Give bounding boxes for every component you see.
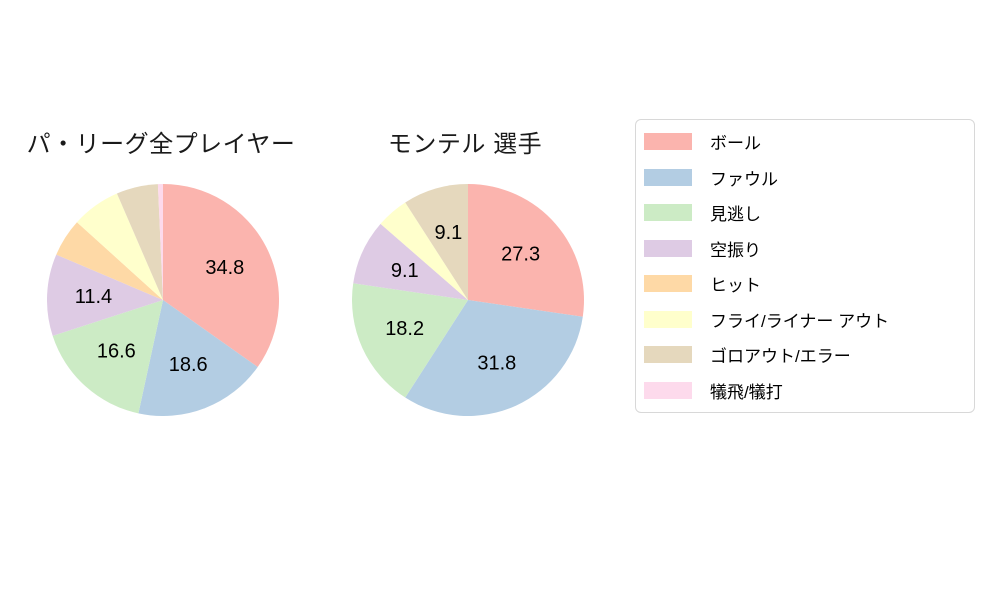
pie-slice xyxy=(56,222,163,300)
pie-slice xyxy=(76,193,163,300)
legend-item-ball: ボール xyxy=(636,124,974,160)
legend-label: ファウル xyxy=(710,169,778,189)
pie-slice xyxy=(353,223,468,300)
pie-value-label: 9.1 xyxy=(391,260,419,282)
pie-value-label: 16.6 xyxy=(97,341,136,363)
pie-slice xyxy=(380,202,468,300)
pie-slice xyxy=(157,184,163,300)
legend-label: ヒット xyxy=(710,276,761,296)
legend-item-foul: ファウル xyxy=(636,160,974,196)
legend-item-swinging-strike: 空振り xyxy=(636,231,974,267)
legend-swatch-hit xyxy=(644,275,692,293)
legend-item-called-strike: 見逃し xyxy=(636,195,974,231)
pie-slice xyxy=(405,300,583,416)
pie-value-label: 27.3 xyxy=(501,243,540,265)
legend-item-hit: ヒット xyxy=(636,266,974,302)
pie-slice xyxy=(52,300,163,414)
legend-swatch-sacrifice xyxy=(644,381,692,399)
legend-label: ボール xyxy=(710,134,761,154)
legend-swatch-fly-liner-out xyxy=(644,310,692,328)
legend-item-fly-liner-out: フライ/ライナー アウト xyxy=(636,302,974,338)
legend-label: 空振り xyxy=(710,240,761,260)
pie-value-label: 9.1 xyxy=(434,222,462,244)
pie-slice xyxy=(47,254,163,336)
pie-value-label: 18.6 xyxy=(169,354,208,376)
legend-swatch-swinging-strike xyxy=(644,239,692,257)
pie-slice xyxy=(468,184,584,317)
legend-label: ゴロアウト/エラー xyxy=(710,347,851,367)
pie-slice xyxy=(116,184,163,300)
pie-slice xyxy=(405,184,468,300)
legend-label: フライ/ライナー アウト xyxy=(710,311,890,331)
pie-value-label: 18.2 xyxy=(385,318,424,340)
pie-slice xyxy=(163,184,279,367)
legend-item-groundout-error: ゴロアウト/エラー xyxy=(636,337,974,373)
legend-swatch-groundout-error xyxy=(644,346,692,364)
pie-value-label: 34.8 xyxy=(205,257,244,279)
legend-swatch-called-strike xyxy=(644,204,692,222)
pie-chart-pa-league: 34.8 18.6 16.6 11.4 xyxy=(47,184,279,416)
pie-title-pa-league: パ・リーグ全プレイヤー xyxy=(26,131,296,158)
legend-label: 犠飛/犠打 xyxy=(710,382,783,402)
legend-item-sacrifice: 犠飛/犠打 xyxy=(636,373,974,409)
pie-value-label: 11.4 xyxy=(75,286,112,308)
pie-value-label: 31.8 xyxy=(477,352,516,374)
pie-slice xyxy=(138,300,258,416)
legend: ボール ファウル 見逃し 空振り ヒット フライ/ライナー アウト ゴロアウト/… xyxy=(635,119,975,413)
pie-chart-player: 27.3 31.8 18.2 9.1 9.1 xyxy=(352,184,584,416)
pie-title-player: モンテル 選手 xyxy=(387,131,543,158)
legend-label: 見逃し xyxy=(710,205,761,225)
legend-swatch-ball xyxy=(644,133,692,151)
legend-swatch-foul xyxy=(644,168,692,186)
pie-slice xyxy=(352,283,468,398)
